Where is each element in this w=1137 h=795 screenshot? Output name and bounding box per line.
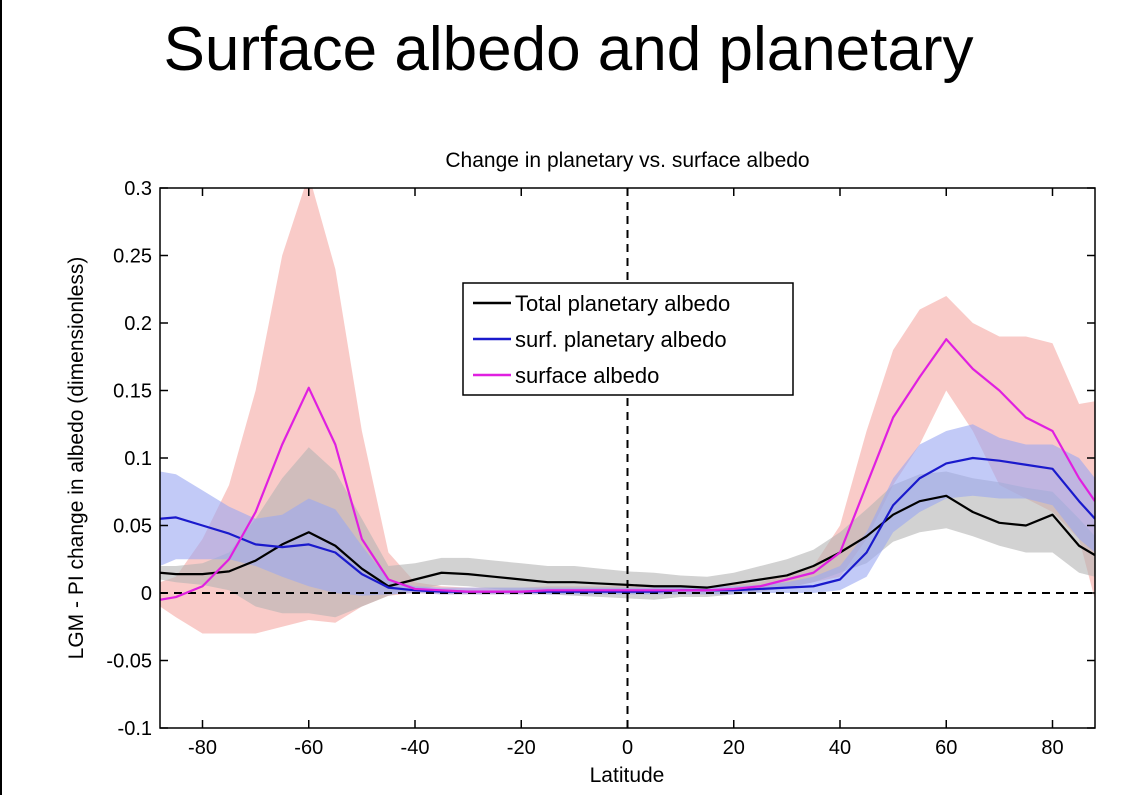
y-axis-label: LGM - PI change in albedo (dimensionless… (65, 257, 88, 660)
x-tick-label: -20 (507, 737, 536, 759)
band-total-planetary-albedo (160, 447, 1095, 618)
series-lines (160, 338, 1095, 601)
x-tick-label: 60 (935, 737, 957, 759)
x-tick-label: -40 (401, 737, 430, 759)
x-tick-labels: -80 -60 -40 -20 0 20 40 60 80 (188, 737, 1064, 759)
legend-entry: surface albedo (515, 363, 659, 388)
slide-title: Surface albedo and planetary (163, 15, 974, 84)
y-tick-label: 0.3 (124, 178, 152, 200)
y-tick-label: -0.1 (118, 718, 152, 740)
y-tick-label: 0.1 (124, 448, 152, 470)
chart-title: Change in planetary vs. surface albedo (445, 149, 809, 172)
x-tick-label: 20 (723, 737, 745, 759)
uncertainty-bands (160, 188, 1095, 634)
y-tick-labels: -0.1 -0.05 0 0.05 0.1 0.15 0.2 0.25 0.3 (106, 178, 152, 740)
slide-left-edge (0, 0, 2, 795)
x-tick-label: 80 (1041, 737, 1063, 759)
y-tick-label: 0.05 (113, 516, 152, 538)
y-tick-label: -0.05 (106, 651, 152, 673)
y-tick-label: 0.2 (124, 313, 152, 335)
band-surf-planetary-albedo (160, 424, 1095, 596)
line-surf-planetary-albedo (160, 456, 1095, 593)
line-surface-albedo (160, 338, 1095, 601)
x-tick-label: -60 (294, 737, 323, 759)
x-axis-label: Latitude (590, 764, 665, 787)
x-tick-label: 0 (622, 737, 633, 759)
x-tick-label: 40 (829, 737, 851, 759)
legend-entry: Total planetary albedo (515, 291, 730, 316)
reference-lines (160, 188, 1095, 728)
x-tick-label: -80 (188, 737, 217, 759)
line-total-planetary-albedo (160, 494, 1095, 589)
y-tick-label: 0 (141, 583, 152, 605)
y-tick-label: 0.15 (113, 381, 152, 403)
axis-ticks (160, 187, 1095, 729)
legend-entry: surf. planetary albedo (515, 327, 727, 352)
legend: Total planetary albedo surf. planetary al… (462, 282, 794, 396)
legend-box (462, 282, 794, 396)
y-tick-label: 0.25 (113, 246, 152, 268)
